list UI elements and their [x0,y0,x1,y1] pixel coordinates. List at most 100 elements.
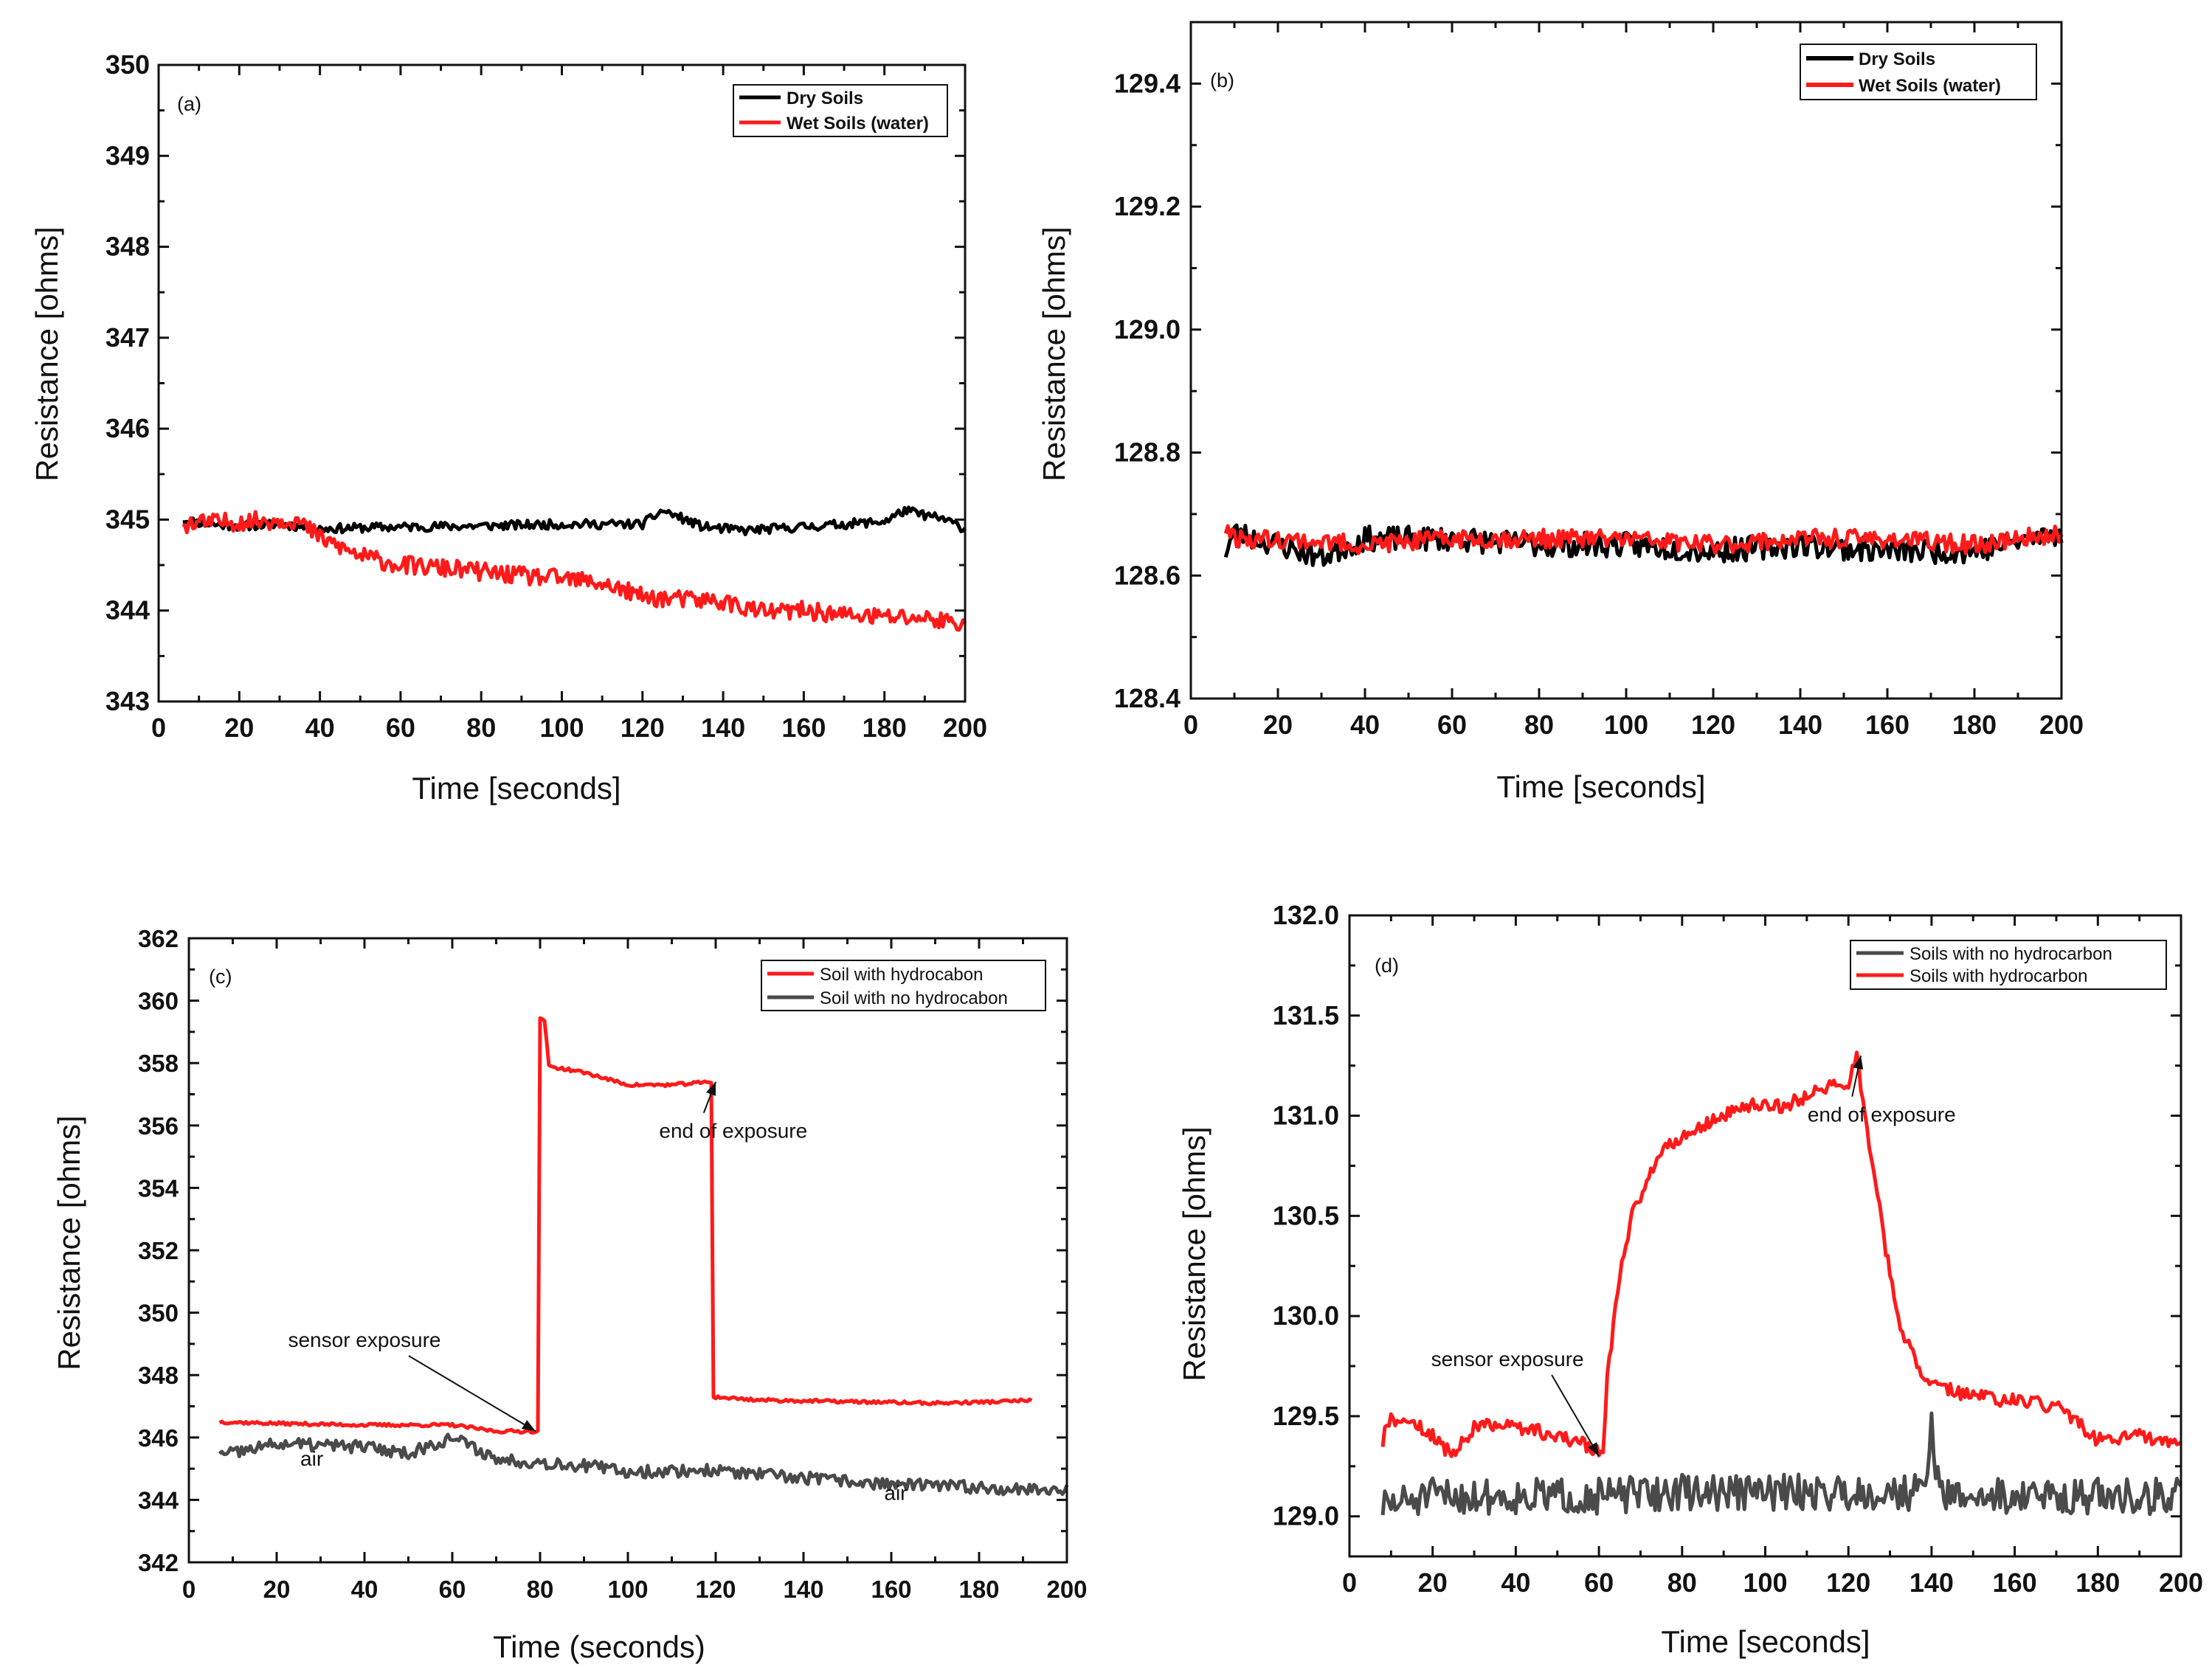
panel-c-y-tick-label: 348 [138,1362,179,1389]
panel-d-legend-label-hydro: Soils with hydrocarbon [1909,966,2087,986]
panel-c-annotation-text: sensor exposure [288,1328,440,1351]
panel-d-annotation-text: end of exposure [1808,1103,1956,1126]
panel-d-y-tick-label: 132.0 [1273,900,1339,930]
panel-c-annotations: sensor exposure end of exposure air air [288,1081,908,1504]
panel-c-annotation-text: air [300,1447,323,1470]
panel-b-series-line-1 [1223,523,2064,567]
panel-d-series-line-2 [1380,1050,2182,1458]
panel-c-annotation-text: end of exposure [659,1120,807,1143]
panel-d-annotation-arrowhead [1588,1442,1600,1457]
panel-d-y-tick-label: 130.0 [1273,1300,1339,1331]
panel-a-y-tick-label: 350 [106,49,150,80]
panel-c-legend-box [761,960,1046,1011]
panel-c-y-tick-label: 346 [138,1424,179,1452]
panel-b-y-tick-label: 129.4 [1114,68,1181,98]
panel-c-legend: Soil with hydrocabon Soil with no hydroc… [761,960,1046,1011]
panel-c-annotation-arrow [408,1355,536,1432]
panel-b-y-tick-label: 128.8 [1114,437,1181,468]
panel-a-legend: Dry Soils Wet Soils (water) [733,84,948,137]
panel-b-x-tick-label: 40 [1350,710,1380,740]
panel-b-x-tick-label: 200 [2039,710,2084,740]
panel-a-x-axis-title: Time [seconds] [412,771,621,805]
panel-c-x-tick-label: 200 [1046,1576,1087,1603]
panel-c-label: (c) [209,966,232,988]
panel-b-x-tick-label: 100 [1604,710,1648,740]
panel-b-x-tick-label: 160 [1865,710,1909,740]
panel-d-x-tick-label: 200 [2159,1567,2203,1598]
panel-a-x-tick-label: 0 [151,713,166,743]
panel-d-annotation-text: sensor exposure [1431,1348,1584,1371]
panel-c-annotation-arrowhead [521,1420,536,1432]
panel-b-ticks: 0 20 40 60 80 100 120 140 160 180 200 128.4 128.6 128… [1114,22,2084,740]
panel-c-x-tick-label: 120 [695,1576,736,1603]
panel-c-legend-label-nohydro: Soil with no hydrocabon [820,988,1008,1008]
panel-b-label: (b) [1210,69,1234,91]
panel-c-x-tick-label: 180 [958,1576,999,1603]
panel-c-legend-label-hydro: Soil with hydrocabon [820,965,983,985]
panel-c-y-tick-label: 362 [138,925,179,952]
panel-c-x-tick-label: 40 [351,1576,379,1603]
panel-c-y-tick-label: 356 [138,1112,179,1140]
panel-c-x-tick-label: 100 [607,1576,648,1603]
panel-b-legend-box [1800,44,2037,100]
panel-c-ticks: 0 20 40 60 80 100 120 140 160 180 200 342 344 346 348 3… [138,925,1088,1603]
panel-c-series-layer [218,1016,1069,1497]
panel-c-y-tick-label: 354 [138,1174,179,1202]
panel-d-x-tick-label: 100 [1743,1567,1787,1598]
panel-b-x-axis-title: Time [seconds] [1496,769,1705,804]
panel-b-y-tick-label: 129.2 [1114,191,1181,221]
panel-a-legend-label-dry: Dry Soils [787,89,863,108]
panel-a-y-axis-title: Resistance [ohms] [30,226,64,481]
panel-a-ticks: 0 20 40 60 80 100 120 140 160 180 200 343 344 345 346 3… [106,49,987,743]
panel-a-legend-box [733,84,948,137]
panel-a-y-tick-label: 344 [106,595,150,626]
panel-b-y-tick-label: 128.4 [1114,683,1181,713]
panel-c-x-tick-label: 60 [439,1576,466,1603]
panel-b-x-tick-label: 60 [1437,710,1467,740]
panel-b-x-tick-label: 20 [1263,710,1293,740]
panel-a-x-tick-label: 120 [621,713,665,743]
panel-c-x-tick-label: 0 [182,1576,196,1603]
panel-d-y-axis-title: Resistance [ohms] [1177,1126,1212,1381]
panel-c-y-axis-title: Resistance [ohms] [52,1115,86,1370]
panel-b-series-layer [1223,523,2064,567]
panel-d-y-tick-label: 129.5 [1273,1401,1339,1431]
panel-c-y-tick-label: 360 [138,988,179,1015]
panel-d-x-tick-label: 40 [1501,1567,1530,1598]
panel-d-annotation-arrowhead [1853,1056,1864,1070]
panel-c-x-tick-label: 140 [783,1576,823,1603]
panel-d-x-tick-label: 160 [1993,1567,2037,1598]
panel-b-x-tick-label: 0 [1183,710,1198,740]
panel-c-x-axis-title: Time (seconds) [493,1629,705,1664]
panel-b-y-tick-label: 129.0 [1114,314,1181,344]
panel-d-legend-label-nohydro: Soils with no hydrocarbon [1909,944,2112,964]
panel-d-y-tick-label: 130.5 [1273,1200,1339,1230]
panel-c-y-tick-label: 344 [138,1486,179,1514]
panel-b-legend-label-dry: Dry Soils [1859,49,1935,69]
panel-c-x-tick-label: 160 [871,1576,911,1603]
panel-d-y-tick-label: 131.0 [1273,1101,1339,1131]
panel-c-y-tick-label: 352 [138,1237,179,1264]
panel-a-series-layer [182,505,967,632]
panel-a-y-tick-label: 346 [106,413,150,443]
panel-d-legend: Soils with no hydrocarbon Soils with hyd… [1850,940,2167,990]
panel-a-x-tick-label: 20 [224,713,254,743]
panel-d-x-tick-label: 20 [1418,1567,1448,1598]
panel-a-x-tick-label: 80 [466,713,496,743]
panel-c-x-tick-label: 80 [527,1576,554,1603]
panel-d-y-tick-label: 129.0 [1273,1501,1339,1531]
panel-d-legend-box [1850,940,2167,990]
panel-c-series-line-1 [218,1016,1033,1435]
panel-b-series-line-2 [1223,524,2064,555]
panel-d-y-tick-label: 131.5 [1273,1000,1339,1030]
panel-a-x-tick-label: 140 [701,713,745,743]
panel-d-series-line-1 [1380,1411,2182,1517]
panel-b-y-tick-label: 128.6 [1114,560,1181,590]
panel-c-annotation-text: air [884,1481,907,1504]
panel-d-ticks: 0 20 40 60 80 100 120 140 160 180 200 129.0 129.5 130… [1273,900,2203,1598]
panel-d-x-tick-label: 80 [1667,1567,1697,1598]
panel-a-x-tick-label: 200 [943,713,987,743]
panel-c-series-line-2 [218,1432,1069,1497]
panel-c-y-tick-label: 350 [138,1300,179,1327]
